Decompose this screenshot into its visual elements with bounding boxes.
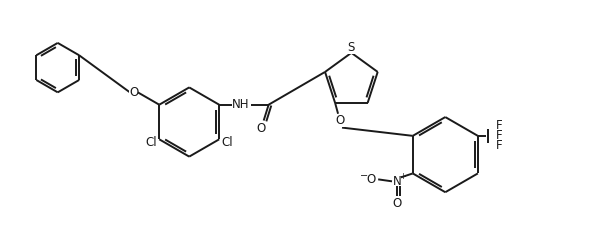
Text: F: F [496, 129, 503, 142]
Text: NH: NH [232, 98, 250, 111]
Text: N: N [393, 175, 401, 188]
Text: O: O [256, 122, 265, 135]
Text: −: − [361, 171, 368, 181]
Text: O: O [336, 114, 345, 127]
Text: O: O [393, 197, 401, 210]
Text: Cl: Cl [145, 136, 157, 149]
Text: S: S [347, 41, 355, 54]
Text: F: F [496, 139, 503, 152]
Text: F: F [496, 120, 503, 132]
Text: O: O [129, 86, 139, 99]
Text: Cl: Cl [221, 136, 233, 149]
Text: +: + [400, 172, 406, 181]
Text: O: O [366, 173, 376, 186]
